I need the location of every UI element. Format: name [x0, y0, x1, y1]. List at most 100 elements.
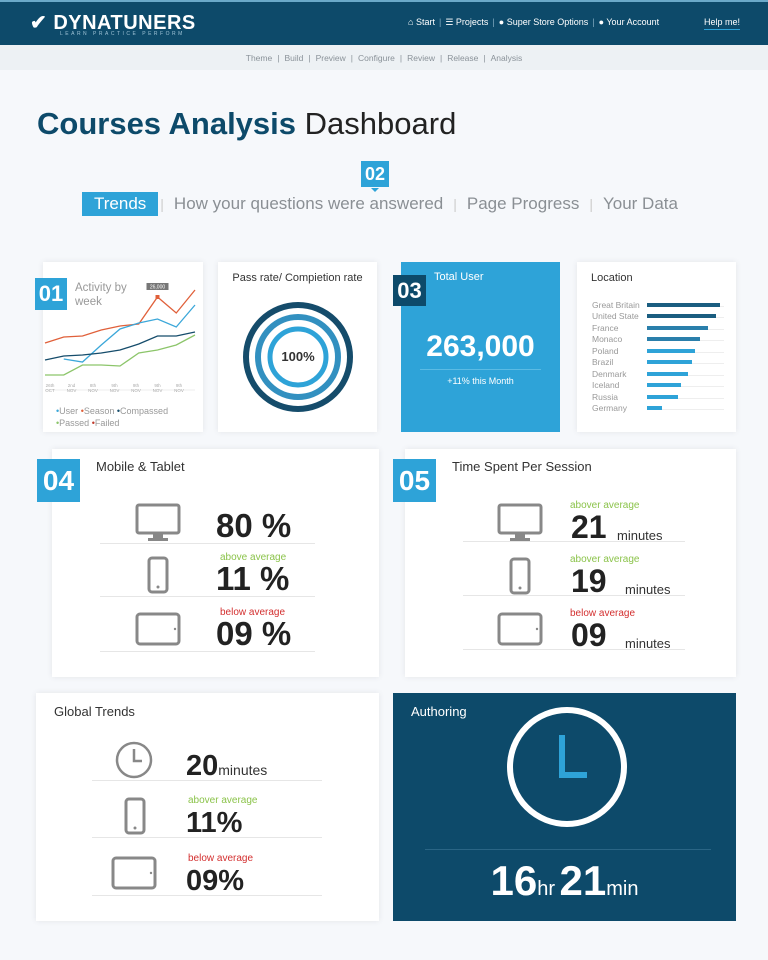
card-badge: 03 [393, 275, 426, 306]
pass-rate-rings [243, 302, 353, 412]
location-row: Brazil [592, 357, 724, 369]
location-bar [647, 406, 663, 411]
location-label: France [592, 322, 619, 333]
nav-start[interactable]: ⌂ Start [408, 17, 435, 28]
subnav-configure[interactable]: Configure [358, 52, 395, 63]
main-nav: ⌂ Start | ☰ Projects | ● Super Store Optio… [408, 17, 660, 28]
x-tick-label: 9th NOV [131, 383, 141, 393]
activity-line-chart: 26,000 26th OCT 2nd NOV 8th NOV 9th NOV 9th NOV 9th… [44, 283, 196, 393]
check-logo-icon: ✔ [30, 12, 48, 34]
legend-label: Compassed [120, 406, 169, 416]
location-bar [647, 337, 700, 342]
legend-label: Failed [94, 418, 120, 428]
phone-icon [124, 797, 146, 835]
nav-account[interactable]: ● Your Account [598, 17, 660, 27]
activity-card [43, 262, 203, 432]
nav-store[interactable]: ● Super Store Options [498, 17, 589, 27]
global-trends-title: Global Trends [54, 704, 135, 719]
subnav-preview[interactable]: Preview [315, 52, 346, 63]
divider [425, 849, 711, 850]
x-tick-label: 9th NOV [153, 383, 163, 393]
tablet-icon [497, 612, 543, 646]
home-icon: ⌂ [408, 17, 414, 27]
row-divider [100, 651, 315, 652]
monitor-icon [135, 503, 181, 541]
location-title: Location [591, 272, 633, 284]
chart-legend: •User •Season •Compassed •Passed •Failed [56, 405, 196, 429]
nav-label: Your Account [606, 17, 660, 27]
separator: | [483, 52, 486, 63]
peak-marker[interactable] [155, 295, 160, 299]
logo[interactable]: ✔ DYNATUNERS [30, 10, 196, 35]
tab-questions[interactable]: How your questions were answered [173, 194, 444, 213]
location-bar [647, 314, 716, 319]
pass-rate-value: 100% [281, 349, 315, 364]
global-value: 20 [186, 750, 219, 782]
total-user-change: +11% this Month [447, 376, 514, 386]
location-row: Poland [592, 345, 724, 357]
minutes-unit: minutes [617, 528, 663, 543]
tooltip-box [146, 283, 169, 290]
hours-unit: hr [537, 878, 556, 900]
row-divider [92, 780, 322, 781]
tab-trends[interactable]: Trends [82, 192, 159, 216]
step-badge: 02 [361, 161, 389, 192]
tab-your-data[interactable]: Your Data [602, 194, 678, 213]
row-divider [463, 649, 685, 650]
tab-page-progress[interactable]: Page Progress [466, 194, 580, 213]
global-row: 20minutes [186, 750, 267, 783]
series-line-passed [45, 334, 196, 376]
legend-season: •Season [80, 406, 115, 416]
subnav-analysis[interactable]: Analysis [490, 52, 523, 63]
location-bar [647, 348, 695, 353]
series-line-compassed [44, 331, 196, 361]
location-bar [647, 302, 721, 307]
location-row: Denmark [592, 368, 724, 380]
global-unit: minutes [218, 762, 268, 778]
subnav-build[interactable]: Build [284, 52, 304, 63]
tablet-icon [135, 612, 181, 646]
x-tick-label: 2nd NOV [67, 383, 77, 393]
legend-label: Season [83, 406, 115, 416]
location-bar [647, 360, 692, 365]
tab-bar: Trends | How your questions were answered… [82, 192, 686, 216]
authoring-time: 16hr 21min [393, 857, 736, 905]
subnav-theme[interactable]: Theme [245, 52, 273, 63]
time-spent-card [405, 449, 736, 677]
global-value: 09% [186, 865, 245, 897]
comparison-label: below average [220, 607, 286, 618]
minutes-unit: minutes [625, 582, 671, 597]
location-label: United State [592, 311, 639, 322]
authoring-title: Authoring [411, 704, 467, 719]
percent-value: 11 % [216, 560, 290, 597]
separator: | [399, 52, 403, 63]
subnav-release[interactable]: Release [447, 52, 479, 63]
separator: | [439, 52, 443, 63]
percent-value: 09 % [216, 615, 292, 652]
top-header [0, 0, 768, 45]
hours-value: 16 [490, 857, 538, 904]
separator: | [277, 52, 280, 63]
x-tick-label: 9th NOV [174, 383, 184, 393]
nav-projects[interactable]: ☰ Projects [445, 17, 488, 28]
card-badge: 05 [393, 459, 436, 502]
location-label: Monaco [592, 334, 623, 345]
global-row: 09% [186, 865, 244, 898]
location-row: United State [592, 311, 724, 323]
location-row: Iceland [592, 380, 724, 392]
location-bar [647, 371, 688, 376]
row-divider [100, 596, 315, 597]
clock-icon [507, 707, 627, 827]
time-spent-title: Time Spent Per Session [452, 459, 592, 474]
comparison-label: above average [220, 552, 287, 563]
phone-icon [509, 557, 531, 595]
page-title: Courses Analysis Dashboard [37, 106, 456, 142]
location-row: France [592, 322, 724, 334]
subnav-review[interactable]: Review [407, 52, 435, 63]
help-link[interactable]: Help me! [704, 17, 741, 30]
x-tick-label: 8th NOV [88, 383, 98, 393]
pass-rate-title: Pass rate/ Compietion rate [232, 272, 363, 284]
minutes-unit: min [606, 878, 639, 900]
monitor-icon [497, 503, 543, 541]
row-divider [92, 895, 322, 896]
